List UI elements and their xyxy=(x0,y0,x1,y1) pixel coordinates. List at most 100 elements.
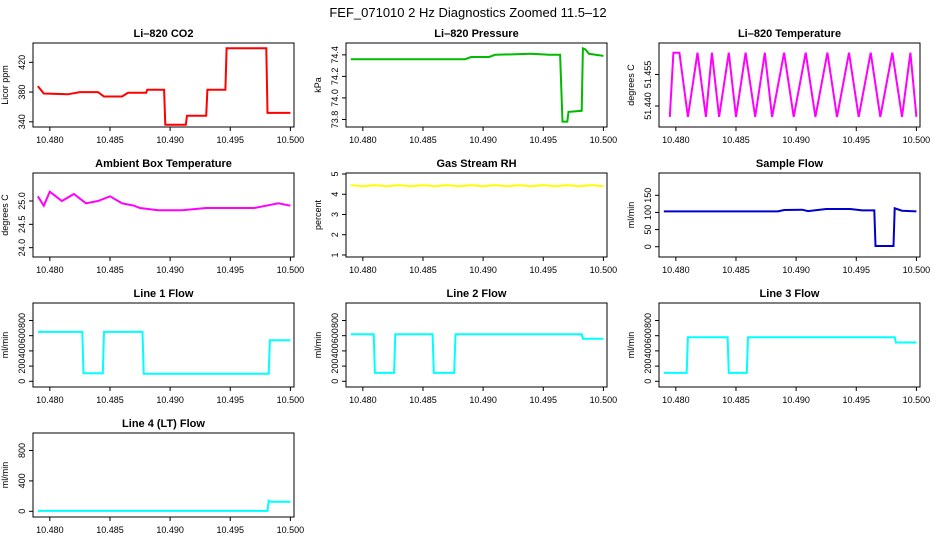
x-tick-label: 10.500 xyxy=(903,395,931,405)
x-tick-label: 10.485 xyxy=(96,265,124,275)
x-tick-label: 10.480 xyxy=(349,135,377,145)
x-tick-label: 10.495 xyxy=(529,395,557,405)
x-tick-label: 10.480 xyxy=(36,135,64,145)
y-tick-label: 0 xyxy=(643,244,653,249)
y-tick-label: 200 xyxy=(330,359,340,374)
figure-title: FEF_071010 2 Hz Diagnostics Zoomed 11.5–… xyxy=(329,5,606,20)
plot-frame xyxy=(345,172,608,258)
y-axis-label: Licor ppm xyxy=(0,65,10,105)
series-line-1 xyxy=(37,499,291,512)
x-tick-label: 10.500 xyxy=(277,135,305,145)
y-tick-label: 51.455 xyxy=(643,61,653,89)
x-tick-label: 10.480 xyxy=(36,395,64,405)
y-axis-label: ml/min xyxy=(0,332,10,359)
y-tick-label: 600 xyxy=(643,328,653,343)
y-tick-label: 74.0 xyxy=(330,89,340,107)
x-tick-label: 10.480 xyxy=(36,525,64,535)
series-line-1 xyxy=(37,47,291,126)
y-axis-label: kPa xyxy=(313,77,323,93)
chart-panel-5: Gas Stream RH percent 10.480 10.485 10.490 10… xyxy=(313,158,617,275)
y-tick-label: 150 xyxy=(643,188,653,203)
y-axis-label: ml/min xyxy=(0,462,10,489)
chart-panels: Li–820 CO2 Licor ppm 10.480 10.485 10.490 10.… xyxy=(0,28,930,535)
y-axis-label: ml/min xyxy=(313,332,323,359)
panel-title: Line 1 Flow xyxy=(134,288,194,300)
x-tick-label: 10.490 xyxy=(469,395,497,405)
y-tick-label: 74.4 xyxy=(330,46,340,64)
y-tick-label: 800 xyxy=(330,313,340,328)
plot-frame xyxy=(345,302,608,388)
x-tick-label: 10.500 xyxy=(590,135,618,145)
plot-frame xyxy=(32,432,295,518)
chart-panel-4: Ambient Box Temperature degrees C 10.480 10… xyxy=(0,158,304,275)
y-tick-label: 600 xyxy=(17,328,27,343)
y-tick-label: 400 xyxy=(17,343,27,358)
chart-panel-2: Li–820 Pressure kPa 10.480 10.485 10.490 10.4… xyxy=(313,28,617,145)
y-tick-label: 400 xyxy=(330,343,340,358)
y-tick-label: 4 xyxy=(330,192,340,197)
x-tick-label: 10.485 xyxy=(722,135,750,145)
series-line-1 xyxy=(350,46,604,123)
x-tick-label: 10.485 xyxy=(409,135,437,145)
panel-title: Line 4 (LT) Flow xyxy=(122,418,205,430)
plot-frame xyxy=(658,42,921,128)
series-line-1 xyxy=(350,333,604,374)
y-tick-label: 100 xyxy=(643,205,653,220)
x-tick-label: 10.490 xyxy=(469,265,497,275)
y-tick-label: 0 xyxy=(17,509,27,514)
x-tick-label: 10.495 xyxy=(216,135,244,145)
chart-panel-7: Line 1 Flow ml/min 10.480 10.485 10.490 10.49… xyxy=(0,288,304,405)
plot-frame xyxy=(658,302,921,388)
y-tick-label: 51.440 xyxy=(643,92,653,120)
x-tick-label: 10.500 xyxy=(590,265,618,275)
y-axis-label: percent xyxy=(313,199,323,230)
chart-panel-10: Line 4 (LT) Flow ml/min 10.480 10.485 10.490… xyxy=(0,418,304,535)
series-line-1 xyxy=(37,330,291,375)
x-tick-label: 10.485 xyxy=(409,265,437,275)
y-tick-label: 200 xyxy=(643,359,653,374)
panel-title: Gas Stream RH xyxy=(436,158,516,170)
x-tick-label: 10.485 xyxy=(96,525,124,535)
series-line-1 xyxy=(663,336,917,374)
y-tick-label: 24.5 xyxy=(17,216,27,234)
y-axis-label: degrees C xyxy=(626,64,636,106)
y-tick-label: 400 xyxy=(17,473,27,488)
x-tick-label: 10.495 xyxy=(216,395,244,405)
y-tick-label: 5 xyxy=(330,172,340,177)
y-tick-label: 380 xyxy=(17,85,27,100)
x-tick-label: 10.495 xyxy=(842,265,870,275)
y-tick-label: 600 xyxy=(330,328,340,343)
chart-panel-1: Li–820 CO2 Licor ppm 10.480 10.485 10.490 10.… xyxy=(0,28,304,145)
series-line-1 xyxy=(663,206,917,247)
x-tick-label: 10.500 xyxy=(277,265,305,275)
y-axis-label: degrees C xyxy=(0,194,10,236)
x-tick-label: 10.495 xyxy=(529,135,557,145)
x-tick-label: 10.490 xyxy=(782,265,810,275)
y-tick-label: 200 xyxy=(17,359,27,374)
series-line-1 xyxy=(350,184,604,188)
x-tick-label: 10.485 xyxy=(96,135,124,145)
plot-frame xyxy=(345,42,608,128)
x-tick-label: 10.495 xyxy=(842,395,870,405)
y-tick-label: 800 xyxy=(17,313,27,328)
y-tick-label: 74.2 xyxy=(330,68,340,86)
y-tick-label: 2 xyxy=(330,232,340,237)
chart-panel-8: Line 2 Flow ml/min 10.480 10.485 10.490 10.49… xyxy=(313,288,617,405)
x-tick-label: 10.500 xyxy=(590,395,618,405)
x-tick-label: 10.485 xyxy=(96,395,124,405)
y-tick-label: 0 xyxy=(17,379,27,384)
x-tick-label: 10.500 xyxy=(277,525,305,535)
chart-panel-6: Sample Flow ml/min 10.480 10.485 10.490 10.49… xyxy=(626,158,930,275)
chart-panel-3: Li–820 Temperature degrees C 10.480 10.485 1… xyxy=(626,28,930,145)
x-tick-label: 10.480 xyxy=(662,135,690,145)
x-tick-label: 10.500 xyxy=(903,135,931,145)
x-tick-label: 10.495 xyxy=(842,135,870,145)
panel-title: Li–820 Pressure xyxy=(434,28,518,40)
y-tick-label: 25.0 xyxy=(17,192,27,210)
plot-frame xyxy=(32,172,295,258)
y-tick-label: 340 xyxy=(17,114,27,129)
series-line-1 xyxy=(668,51,918,118)
x-tick-label: 10.480 xyxy=(349,395,377,405)
x-tick-label: 10.480 xyxy=(349,265,377,275)
